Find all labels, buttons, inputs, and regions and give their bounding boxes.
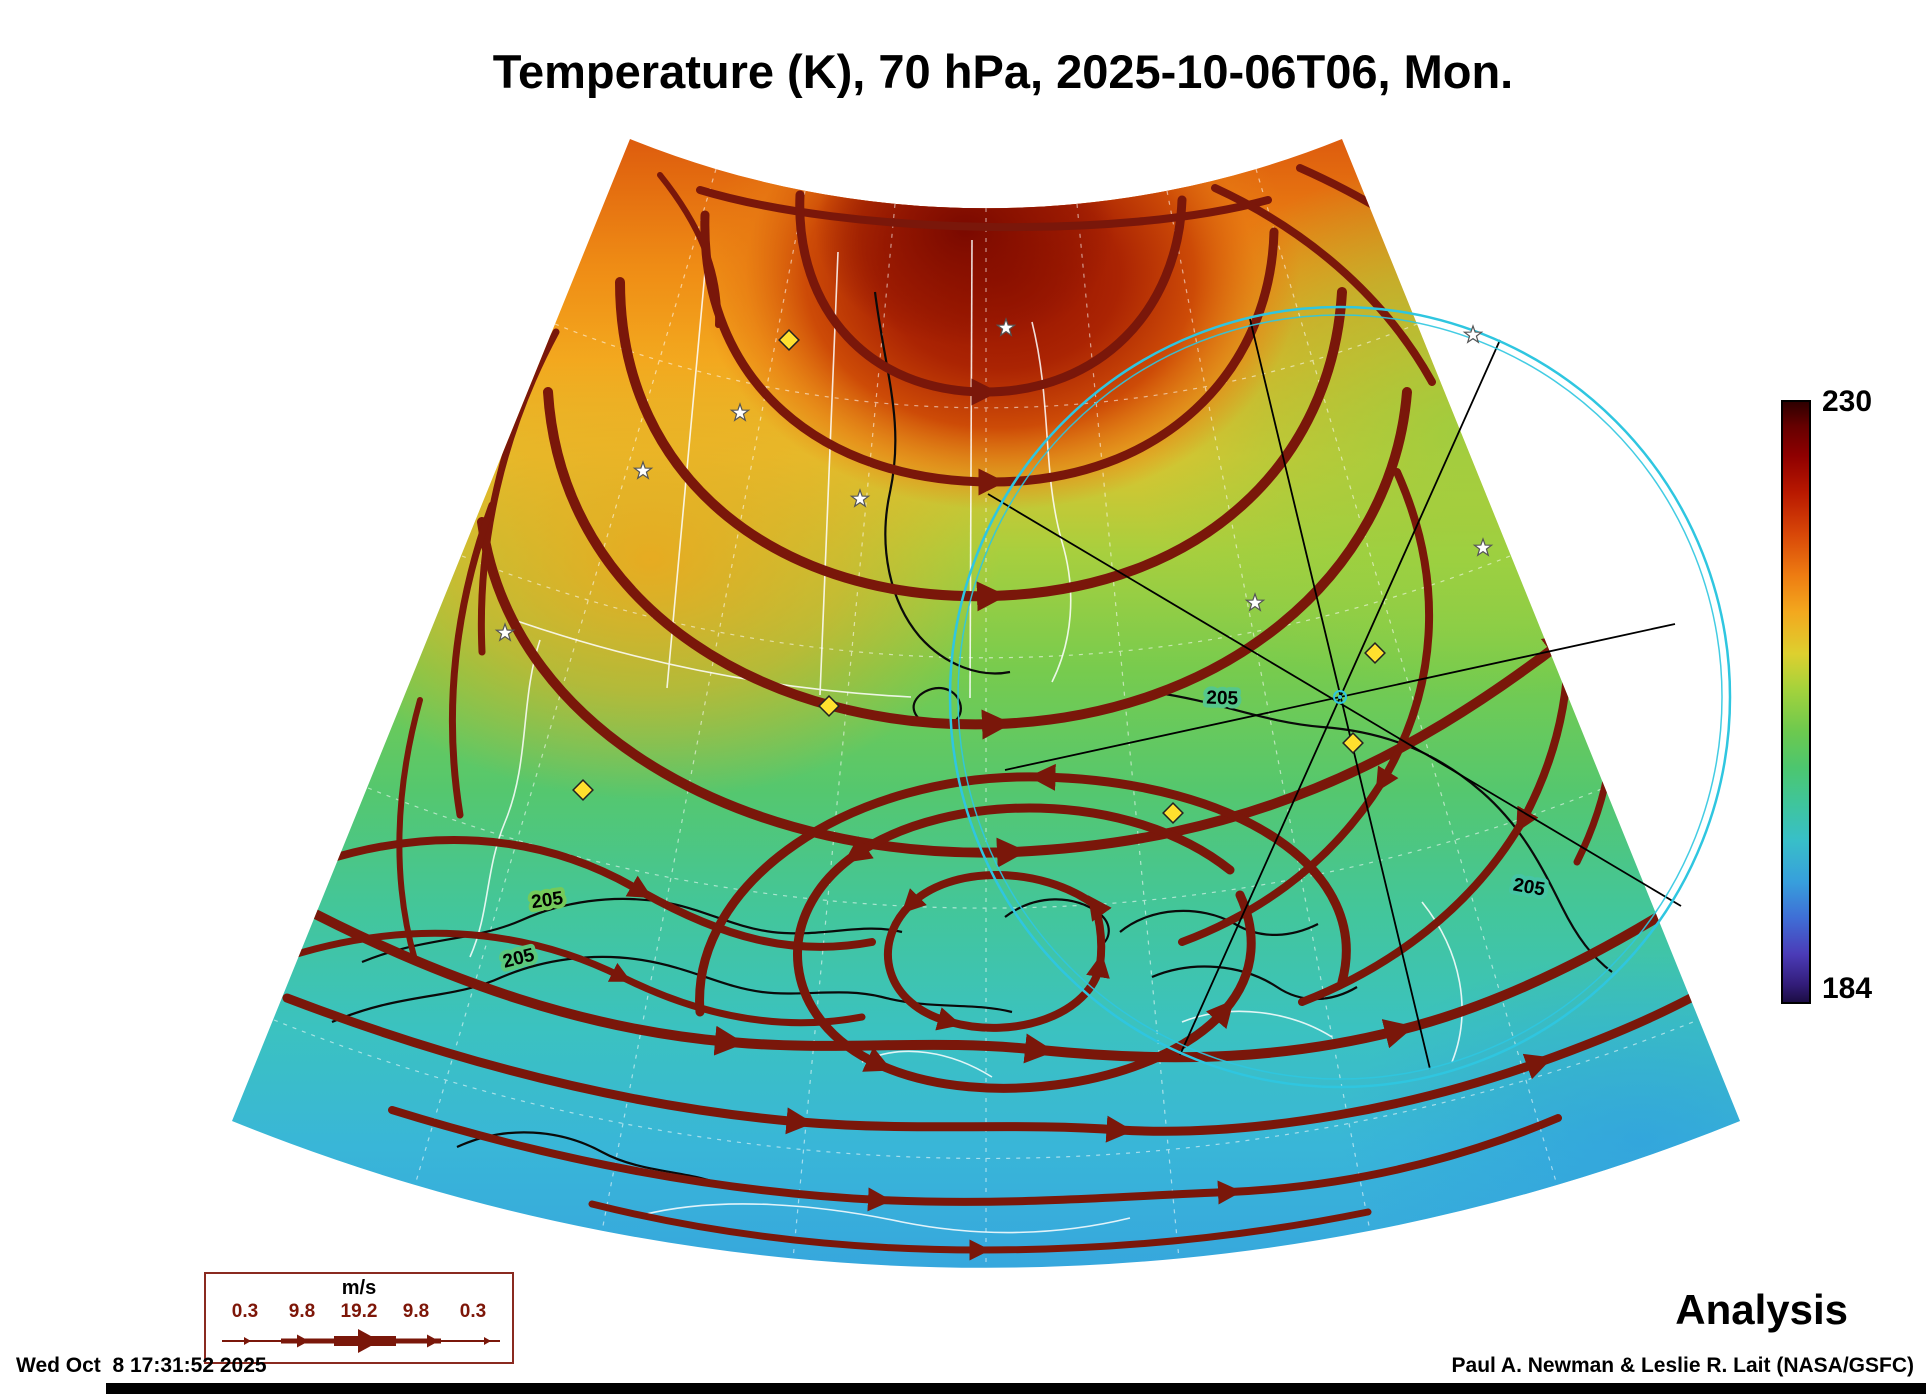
diamond-marker-icon — [1162, 802, 1184, 824]
wind-legend-values: 0.3 9.8 19.2 9.8 0.3 — [206, 1301, 512, 1323]
diamond-marker-icon — [818, 695, 840, 717]
colorbar-max-label: 230 — [1822, 385, 1873, 418]
streamline — [695, 763, 1351, 1017]
streamline — [396, 697, 423, 963]
streamline — [588, 1200, 1372, 1261]
contour-label: 205 — [1206, 687, 1239, 709]
colorbar-min-label: 184 — [1822, 972, 1873, 1005]
streamline — [477, 328, 560, 656]
graticule-line — [414, 168, 717, 1186]
range-ring-center-icon — [1333, 690, 1347, 704]
coastline — [641, 1203, 1131, 1234]
streamline — [282, 987, 1707, 1143]
streamline — [288, 836, 876, 951]
graticule-line — [554, 323, 1418, 409]
range-ring-center-dot — [1338, 695, 1342, 699]
streamline — [1178, 468, 1434, 946]
streamline — [1211, 184, 1436, 386]
wind-speed-value: 0.3 — [231, 1301, 259, 1322]
coastline — [969, 239, 973, 699]
streamline — [388, 1106, 1562, 1212]
wind-speed-value: 19.2 — [340, 1301, 378, 1322]
graticule-line — [1255, 168, 1558, 1186]
coastline — [516, 620, 912, 698]
graticule-line — [601, 190, 806, 1232]
coastline-black — [456, 1131, 728, 1188]
wind-arrowhead-medium — [297, 1334, 309, 1348]
coastline — [469, 639, 541, 958]
analysis-label: Analysis — [1675, 1286, 1848, 1333]
wind-arrowhead-small — [484, 1337, 491, 1345]
coastline-black — [873, 291, 1011, 675]
wind-arrowhead-small — [244, 1337, 251, 1345]
temperature-field — [232, 139, 1740, 1268]
range-ring-circle-inner — [957, 314, 1723, 1080]
streamline — [696, 186, 1272, 232]
diamond-marker-icon — [1342, 732, 1364, 754]
streamline — [287, 887, 1703, 1064]
wind-speed-legend: m/s 0.3 9.8 19.2 9.8 0.3 — [204, 1272, 514, 1364]
bottom-border-bar — [106, 1383, 1926, 1394]
wind-speed-value: 9.8 — [402, 1301, 430, 1322]
contour-label: 205 — [530, 888, 565, 913]
station-markers — [495, 318, 1493, 824]
diamond-marker-icon — [1364, 642, 1386, 664]
wind-speed-value: 9.8 — [288, 1301, 316, 1322]
diamond-marker-icon — [572, 779, 594, 801]
streamline — [795, 190, 1187, 406]
credit: Paul A. Newman & Leslie R. Lait (NASA/GS… — [1451, 1354, 1914, 1377]
diamond-marker-icon — [778, 329, 800, 351]
wind-arrowhead-medium — [427, 1334, 439, 1348]
wind-arrowhead-large — [358, 1329, 380, 1353]
wind-speed-value: 0.3 — [459, 1301, 487, 1322]
range-ring-circle — [948, 305, 1732, 1089]
cold-corner — [1340, 950, 1740, 1268]
streamline — [615, 277, 1347, 612]
wind-speed-arrows-icon — [222, 1329, 500, 1353]
streamline — [448, 501, 496, 819]
colorbar — [1781, 400, 1811, 1004]
streamline — [700, 210, 1279, 496]
wind-legend-units: m/s — [341, 1277, 377, 1299]
wind-streamlines — [268, 164, 1740, 1261]
azimuth-line — [1249, 318, 1431, 1070]
page-title: Temperature (K), 70 hPa, 2025-10-06T06, … — [492, 45, 1514, 98]
timestamp: Wed Oct 8 17:31:52 2025 — [16, 1354, 267, 1377]
range-ring-group — [948, 305, 1732, 1089]
